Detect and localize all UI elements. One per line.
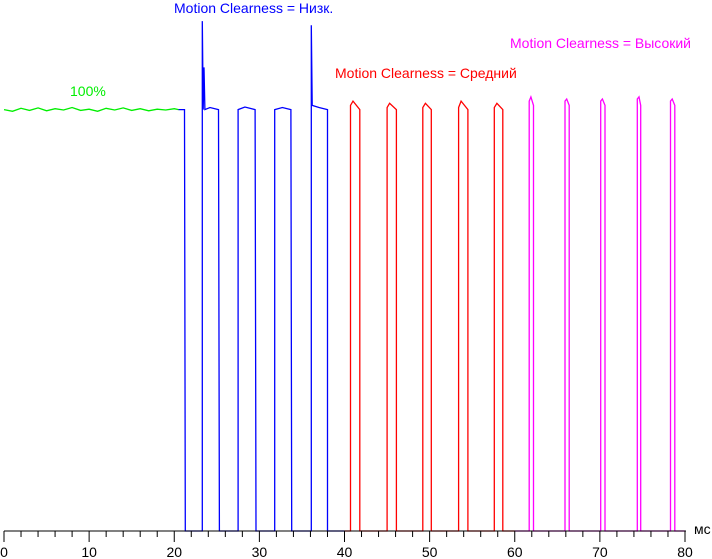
x-tick-label: 70 [592,544,608,559]
series-layer [3,21,685,532]
annotation-high: Motion Clearness = Высокий [510,35,691,51]
x-tick-label: 20 [166,544,182,559]
x-tick-label: 40 [337,544,353,559]
series-line-100 [3,106,179,112]
x-tick-label: 50 [422,544,438,559]
series-line-low [178,21,345,532]
annotation-100-percent: 100% [70,83,106,99]
series-line-medium [344,99,515,532]
x-tick-label: 30 [252,544,268,559]
x-tick-label: 80 [677,544,693,559]
x-tick-label: 0 [0,544,8,559]
x-axis: 0 10 20 30 40 50 60 70 80 [0,530,693,559]
annotation-medium: Motion Clearness = Средний [335,65,517,81]
x-tick-label: 10 [81,544,97,559]
x-tick-label: 60 [507,544,523,559]
annotation-low: Motion Clearness = Низк. [174,0,333,16]
series-line-high [514,94,685,532]
x-axis-label: мс [694,521,711,537]
